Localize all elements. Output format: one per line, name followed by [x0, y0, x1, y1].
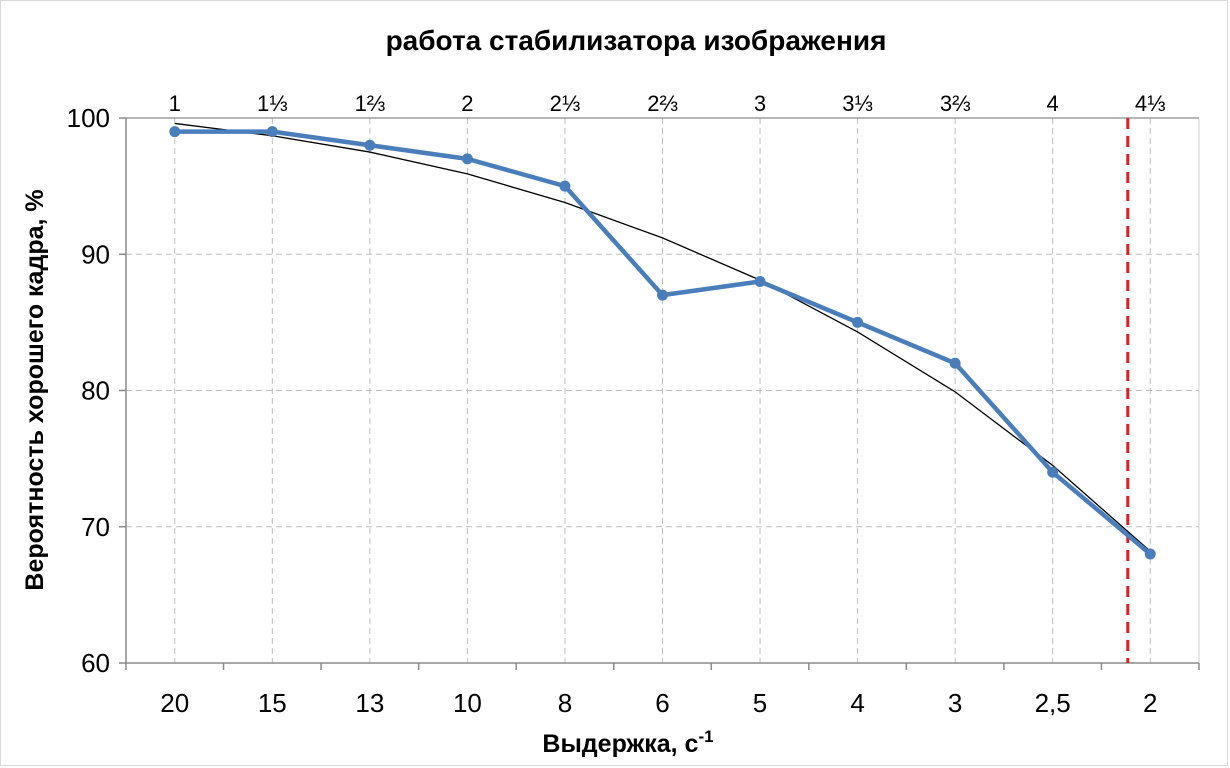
x-tick-label: 4	[850, 688, 864, 718]
x-axis-title-superscript: -1	[698, 727, 713, 746]
x-tick-label: 3	[948, 688, 962, 718]
trendline	[174, 122, 1151, 552]
data-point	[1047, 466, 1059, 478]
x-tick-label: 5	[753, 688, 767, 718]
top-tick-label: 2⅔	[647, 91, 678, 116]
top-tick-label: 3⅔	[940, 91, 971, 116]
x-axis-title-text: Выдержка, с	[542, 730, 698, 758]
top-tick-label: 2	[461, 91, 473, 116]
top-tick-label: 3	[754, 91, 766, 116]
series	[169, 126, 1156, 560]
top-tick-label: 4	[1047, 91, 1059, 116]
x-tick-label: 2,5	[1035, 688, 1071, 718]
top-tick-label: 3⅓	[842, 91, 873, 116]
x-axis-title: Выдержка, с-1	[542, 727, 713, 758]
data-point	[754, 276, 766, 287]
data-point	[364, 139, 376, 151]
data-point	[461, 153, 473, 165]
y-tick-label: 90	[81, 239, 110, 269]
data-point	[1144, 548, 1156, 560]
data-point	[559, 180, 571, 192]
top-tick-label: 4⅓	[1135, 91, 1166, 116]
data-point	[949, 357, 961, 369]
top-tick-label: 1⅓	[257, 91, 288, 116]
axes	[119, 117, 1200, 670]
x-tick-label: 13	[355, 688, 384, 718]
chart-title: работа стабилизатора изображения	[386, 25, 887, 56]
grid	[126, 117, 1200, 663]
x-tick-label: 20	[160, 688, 189, 718]
y-tick-labels: 60 70 80 90 100	[67, 103, 110, 678]
x-tick-label: 15	[258, 688, 287, 718]
y-tick-label: 100	[67, 103, 110, 133]
top-tick-label: 2⅓	[550, 91, 581, 116]
x-tick-label: 10	[453, 688, 482, 718]
trendline-path	[174, 122, 1151, 552]
y-tick-label: 60	[81, 648, 110, 678]
x-tick-label: 2	[1143, 688, 1157, 718]
x-tick-label: 6	[655, 688, 669, 718]
y-tick-label: 80	[81, 376, 110, 406]
top-tick-labels: 1 1⅓ 1⅔ 2 2⅓ 2⅔ 3 3⅓ 3⅔ 4 4⅓	[169, 91, 1166, 116]
top-tick-label: 1	[169, 91, 181, 116]
data-point	[852, 316, 864, 328]
y-tick-label: 70	[81, 512, 110, 542]
data-point	[266, 126, 278, 138]
x-tick-labels: 20 15 13 10 8 6 5 4 3 2,5 2	[160, 688, 1157, 718]
top-tick-label: 1⅔	[355, 91, 386, 116]
data-point	[657, 289, 668, 301]
y-axis-title: Вероятность хорошего кадра, %	[21, 189, 49, 590]
x-tick-label: 8	[558, 688, 572, 718]
data-point	[169, 126, 181, 138]
